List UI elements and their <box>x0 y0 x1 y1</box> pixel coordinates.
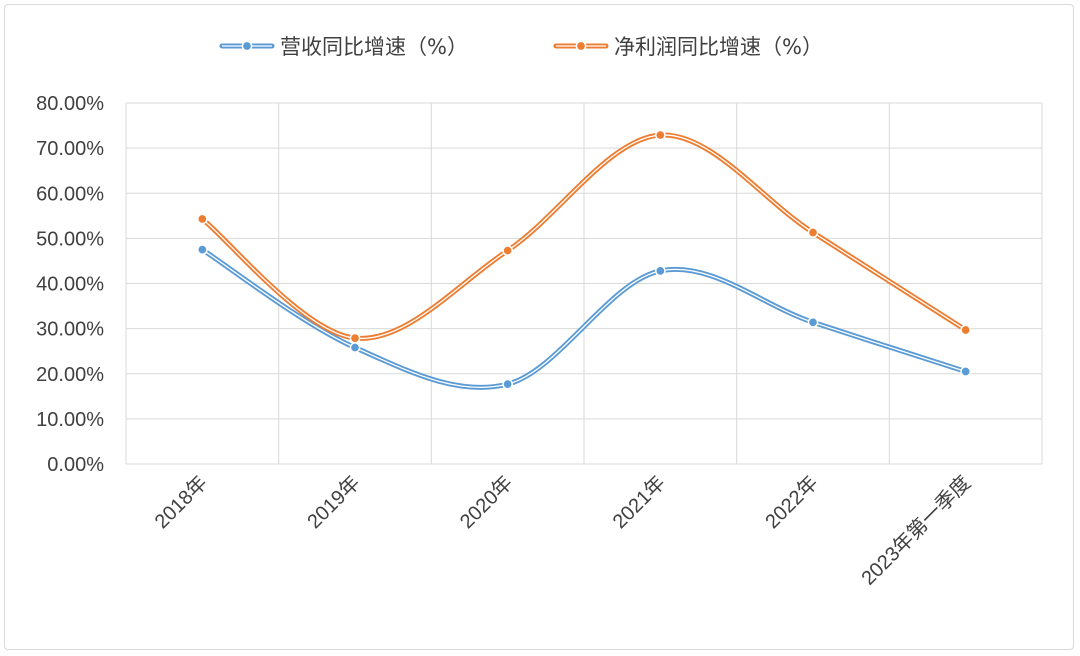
y-tick-label: 70.00% <box>36 138 104 160</box>
data-point <box>654 265 666 277</box>
legend-item-0: 营收同比增速（%） <box>219 35 468 59</box>
y-tick-label: 40.00% <box>36 274 104 296</box>
y-tick-label: 80.00% <box>36 93 104 115</box>
legend: 营收同比增速（%） 净利润同比增速（%） <box>219 35 823 59</box>
data-point <box>960 324 972 336</box>
x-tick-label: 2018年 <box>150 471 212 533</box>
x-tick-label: 2023年第一季度 <box>857 471 975 589</box>
x-tick-label: 2021年 <box>608 471 670 533</box>
x-tick-label: 2019年 <box>303 471 365 533</box>
chart-frame <box>4 4 1074 650</box>
gridlines <box>125 102 1043 465</box>
y-tick-label: 0.00% <box>47 454 104 476</box>
y-axis: 0.00% 10.00% 20.00% 30.00% 40.00% 50.00% 60.00… <box>36 93 104 476</box>
y-tick-label: 50.00% <box>36 228 104 250</box>
legend-label: 净利润同比增速（%） <box>614 35 823 59</box>
data-point <box>807 227 819 238</box>
data-point <box>654 129 666 141</box>
series-line-inner-0 <box>201 249 967 389</box>
data-point <box>807 316 819 328</box>
x-axis: 2018年 2019年 2020年 2021年 2022年 2023年第一季度 <box>150 471 975 589</box>
legend-marker <box>241 40 253 52</box>
y-tick-label: 20.00% <box>36 364 104 386</box>
data-point <box>196 244 208 256</box>
data-point <box>349 342 361 353</box>
series-lines <box>196 129 972 390</box>
series-line-inner-1 <box>201 134 967 339</box>
x-tick-label: 2022年 <box>761 471 823 533</box>
legend-item-1: 净利润同比增速（%） <box>553 35 823 59</box>
y-tick-label: 60.00% <box>36 183 104 205</box>
data-point <box>502 378 514 390</box>
y-tick-label: 30.00% <box>36 319 104 341</box>
data-point <box>349 332 361 344</box>
y-tick-label: 10.00% <box>36 409 104 431</box>
x-tick-label: 2020年 <box>455 471 517 533</box>
legend-marker <box>575 40 587 52</box>
data-point <box>196 213 208 225</box>
legend-label: 营收同比增速（%） <box>280 35 468 59</box>
data-point <box>502 245 514 256</box>
data-point <box>960 366 972 377</box>
